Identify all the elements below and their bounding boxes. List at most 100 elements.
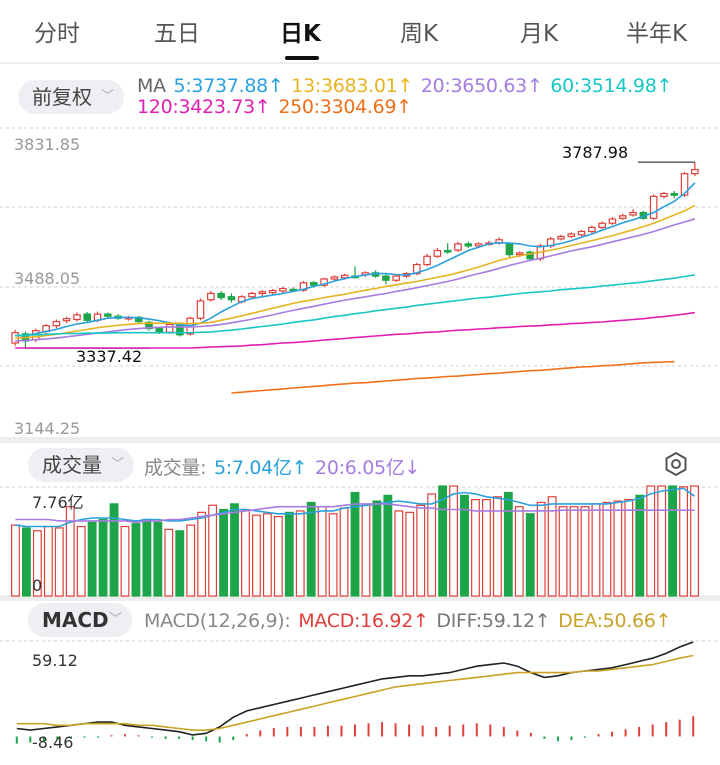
candle-up: [691, 168, 699, 175]
candle-up: [495, 239, 503, 244]
candle-down: [310, 282, 318, 286]
candle-down: [145, 321, 153, 330]
macd-indicator-selector[interactable]: MACD ﹀: [28, 603, 132, 637]
volume-bar-up: [416, 504, 426, 597]
volume-bar-up: [65, 506, 75, 597]
tab-intraday[interactable]: 分时: [34, 21, 80, 47]
volume-bar-up: [241, 508, 250, 597]
candle-up: [577, 230, 586, 236]
volume-bar-up: [361, 504, 371, 597]
volume-bar-up: [32, 530, 42, 597]
dea-value: DEA:50.66↑: [558, 610, 672, 632]
tab-monthly-k[interactable]: 月K: [520, 21, 559, 47]
candle-down: [155, 327, 164, 333]
macd-lines: [16, 641, 694, 736]
volume-bar-up: [492, 496, 502, 597]
kline-axis-bottom: 3144.25: [14, 419, 80, 438]
ma250-value: 250:3304.69↑: [278, 96, 412, 118]
adjust-selector-label: 前复权: [32, 85, 92, 109]
macd-diff-line: [16, 641, 694, 736]
volume-selector-label: 成交量: [42, 453, 102, 477]
candle-up: [196, 300, 205, 319]
volume-bar-up: [481, 499, 491, 597]
volume-bar-up: [514, 506, 524, 597]
adjust-selector[interactable]: 前复权 ﹀: [18, 80, 124, 114]
volume-bar-down: [21, 527, 31, 597]
candle-up: [124, 316, 133, 320]
candlesticks: [11, 161, 699, 349]
volume-bar-down: [438, 485, 448, 597]
candle-up: [536, 245, 545, 260]
candle-up: [474, 243, 483, 247]
volume-bar-down: [503, 491, 513, 597]
volume-bar-down: [175, 530, 185, 597]
tab-half-year-k[interactable]: 半年K: [626, 21, 688, 47]
volume-bar-up: [262, 513, 272, 597]
tab-daily-k[interactable]: 日K: [280, 21, 321, 47]
volume-bar-down: [635, 494, 645, 597]
settings-icon[interactable]: [662, 450, 690, 478]
volume-axis-zero: 0: [32, 576, 42, 595]
candle-down: [639, 211, 648, 219]
volume-bar-up: [273, 516, 283, 597]
candle-down: [351, 275, 359, 279]
volume-bar-up: [43, 525, 53, 597]
volume-bar-down: [284, 511, 294, 597]
period-tab-bar: 分时 五日 日K 周K 月K 半年K: [0, 0, 720, 62]
candle-down: [670, 192, 679, 196]
candle-up: [680, 173, 689, 196]
volume-prefix: 成交量:: [144, 457, 207, 479]
candle-up: [11, 332, 19, 344]
candle-up: [433, 249, 442, 257]
volume-bar-up: [120, 525, 130, 597]
ma120-value: 120:3423.73↑: [137, 96, 271, 118]
volume-ma5-line: [15, 487, 695, 528]
volume-bar-up: [405, 511, 415, 597]
volume-bar-down: [87, 521, 97, 597]
volume-indicator-selector[interactable]: 成交量 ﹀: [28, 448, 134, 482]
volume-bar-up: [197, 511, 207, 597]
macd-params: MACD(12,26,9):: [144, 610, 291, 632]
candle-up: [320, 278, 328, 286]
macd-value: MACD:16.92↑: [298, 610, 429, 632]
volume-bar-up: [76, 525, 86, 597]
chevron-down-icon: ﹀: [100, 89, 114, 104]
candle-down: [104, 313, 112, 317]
candle-down: [526, 251, 534, 260]
ma5-value: 5:3737.88↑: [173, 75, 284, 97]
candle-up: [515, 252, 524, 256]
volume-bar-down: [306, 501, 316, 597]
candle-up: [299, 282, 308, 291]
volume-bar-up: [558, 506, 568, 597]
candle-up: [629, 211, 637, 216]
ma250-line: [231, 360, 675, 394]
candle-up: [165, 323, 174, 333]
chevron-down-icon: ﹀: [110, 457, 124, 472]
tab-five-day[interactable]: 五日: [154, 21, 200, 47]
candle-up: [279, 287, 287, 292]
volume-bar-down: [383, 494, 393, 597]
axis-labels: 3831.85 3488.05 3144.25 3787.98 3337.42 …: [14, 135, 628, 752]
ma20-value: 20:3650.63↑: [420, 75, 543, 97]
period-low-label: 3337.42: [76, 347, 142, 366]
volume-bar-up: [569, 506, 579, 597]
volume-legend: 成交量: 5:7.04亿↑ 20:6.05亿↓: [144, 453, 422, 480]
volume-bar-down: [668, 485, 678, 597]
candle-up: [412, 263, 421, 275]
ma20-line: [15, 218, 696, 342]
volume-bar-up: [251, 514, 261, 597]
volume-bar-up: [471, 499, 480, 597]
candle-up: [598, 222, 606, 228]
volume-bar-up: [580, 506, 590, 597]
candle-up: [557, 235, 565, 240]
tab-weekly-k[interactable]: 周K: [400, 21, 439, 47]
volume-bar-up: [657, 485, 667, 597]
volume-bar-up: [317, 506, 327, 597]
candle-down: [382, 275, 390, 281]
candle-up: [93, 313, 102, 321]
volume-bar-up: [624, 499, 634, 597]
candle-up: [618, 215, 627, 219]
candle-up: [423, 255, 431, 266]
candle-up: [567, 233, 576, 238]
macd-legend: MACD(12,26,9): MACD:16.92↑ DIFF:59.12↑ D…: [144, 610, 673, 632]
